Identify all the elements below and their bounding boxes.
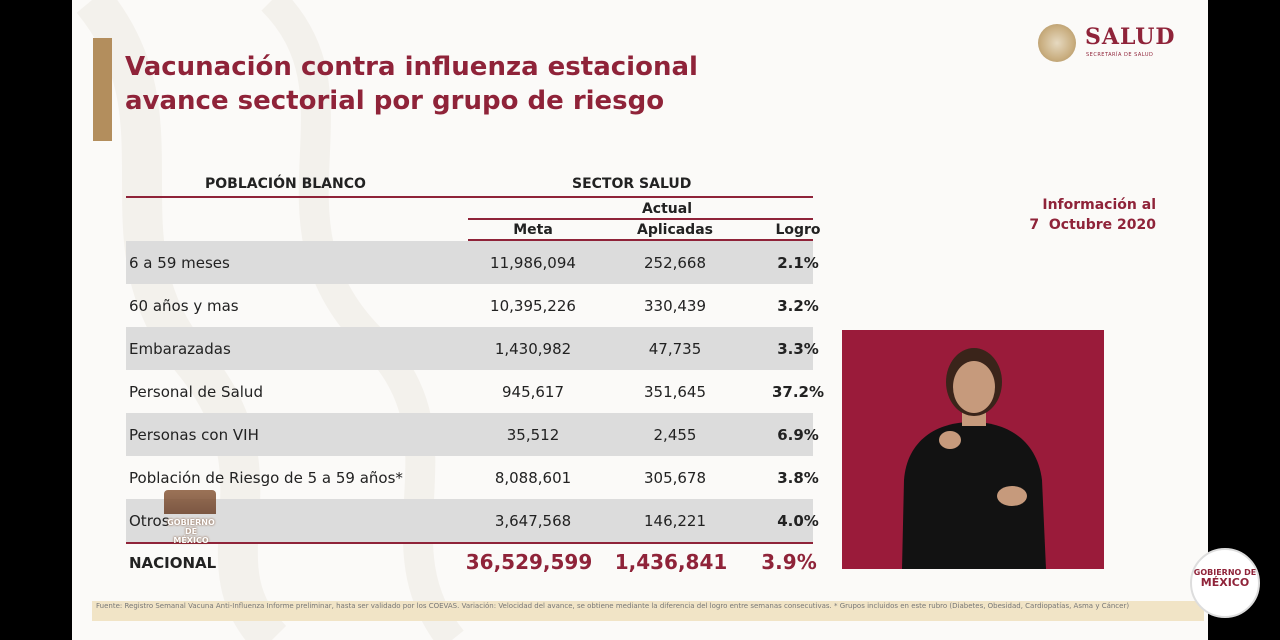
row-meta: 11,986,094 — [490, 254, 576, 272]
total-aplicadas: 1,436,841 — [614, 550, 728, 574]
row-label: Otros — [129, 512, 170, 530]
total-row: NACIONAL 36,529,599 1,436,841 3.9% — [126, 544, 817, 582]
row-logro: 6.9% — [777, 426, 819, 444]
header-rule-top — [126, 196, 813, 198]
header-logro: Logro — [775, 222, 821, 238]
table-row: 60 años y mas 10,395,226 330,439 3.2% — [126, 284, 819, 327]
total-rule — [126, 542, 813, 544]
header-actual: Actual — [641, 201, 693, 217]
header-sector-salud: SECTOR SALUD — [572, 176, 692, 192]
info-line-1: Información al — [1042, 197, 1156, 213]
table-row: Población de Riesgo de 5 a 59 años* 8,08… — [126, 456, 819, 499]
row-aplicadas: 2,455 — [653, 426, 697, 444]
table-row: Personal de Salud 945,617 351,645 37.2% — [126, 370, 824, 413]
presentation-slide: Vacunación contra influenza estacional a… — [72, 0, 1208, 640]
interpreter-video — [842, 330, 1104, 569]
gobierno-watermark-text: GOBIERNO DE MÉXICO — [160, 518, 222, 545]
gobierno-watermark: GOBIERNO DE MÉXICO — [160, 490, 222, 545]
row-label: Personas con VIH — [129, 426, 259, 444]
slide-title: Vacunación contra influenza estacional a… — [125, 50, 698, 118]
watermark-line-1: GOBIERNO DE — [167, 518, 215, 536]
row-meta: 1,430,982 — [494, 340, 572, 358]
watermark-line-2: MÉXICO — [173, 536, 209, 545]
title-accent-bar — [93, 38, 112, 141]
header-rule-actual — [468, 218, 813, 220]
row-meta: 10,395,226 — [490, 297, 576, 315]
row-logro: 3.2% — [777, 297, 819, 315]
header-aplicadas: Aplicadas — [636, 222, 713, 238]
total-logro: 3.9% — [761, 550, 817, 574]
row-logro: 4.0% — [777, 512, 819, 530]
row-label: Embarazadas — [129, 340, 231, 358]
logo-word: SALUD — [1085, 24, 1176, 50]
logo-subtitle: SECRETARÍA DE SALUD — [1086, 52, 1154, 58]
row-meta: 945,617 — [501, 383, 565, 401]
row-logro: 3.3% — [777, 340, 819, 358]
header-meta: Meta — [513, 222, 553, 238]
header-poblacion-blanco: POBLACIÓN BLANCO — [205, 176, 366, 192]
gobierno-badge: GOBIERNO DE MÉXICO — [1190, 548, 1260, 618]
row-meta: 35,512 — [506, 426, 560, 444]
row-logro: 3.8% — [777, 469, 819, 487]
row-aplicadas: 252,668 — [643, 254, 707, 272]
row-meta: 3,647,568 — [494, 512, 572, 530]
row-label: Población de Riesgo de 5 a 59 años* — [129, 469, 403, 487]
badge-text: GOBIERNO DE MÉXICO — [1192, 568, 1258, 589]
row-aplicadas: 330,439 — [643, 297, 707, 315]
row-label: 6 a 59 meses — [129, 254, 230, 272]
row-aplicadas: 305,678 — [643, 469, 707, 487]
interpreter-figure — [902, 348, 1046, 569]
header-rule-columns — [468, 239, 813, 241]
row-logro: 37.2% — [771, 383, 825, 401]
row-label: Personal de Salud — [129, 383, 263, 401]
row-aplicadas: 351,645 — [643, 383, 707, 401]
row-label: 60 años y mas — [129, 297, 239, 315]
national-seal-icon — [1038, 24, 1076, 62]
info-date: Información al 7 Octubre 2020 — [972, 195, 1156, 235]
row-logro: 2.1% — [777, 254, 819, 272]
badge-line-2: MÉXICO — [1200, 576, 1250, 589]
title-line-2: avance sectorial por grupo de riesgo — [125, 86, 665, 116]
table-row: Embarazadas 1,430,982 47,735 3.3% — [126, 327, 819, 370]
badge-line-1: GOBIERNO DE — [1193, 568, 1257, 577]
heroes-emblem-icon — [164, 490, 216, 514]
salud-logo: SALUD SECRETARÍA DE SALUD — [1038, 22, 1178, 66]
source-footnote: Fuente: Registro Semanal Vacuna Anti-Inf… — [92, 601, 1204, 621]
total-meta: 36,529,599 — [465, 550, 593, 574]
info-line-2: 7 Octubre 2020 — [1029, 217, 1156, 233]
footnote-text: Fuente: Registro Semanal Vacuna Anti-Inf… — [96, 602, 1130, 610]
row-aplicadas: 47,735 — [648, 340, 702, 358]
table-row: Otros 3,647,568 146,221 4.0% — [126, 499, 819, 542]
total-label: NACIONAL — [129, 554, 217, 572]
table-row: Personas con VIH 35,512 2,455 6.9% — [126, 413, 819, 456]
title-line-1: Vacunación contra influenza estacional — [125, 52, 698, 82]
table-row: 6 a 59 meses 11,986,094 252,668 2.1% — [126, 241, 819, 284]
row-aplicadas: 146,221 — [643, 512, 707, 530]
row-meta: 8,088,601 — [494, 469, 572, 487]
